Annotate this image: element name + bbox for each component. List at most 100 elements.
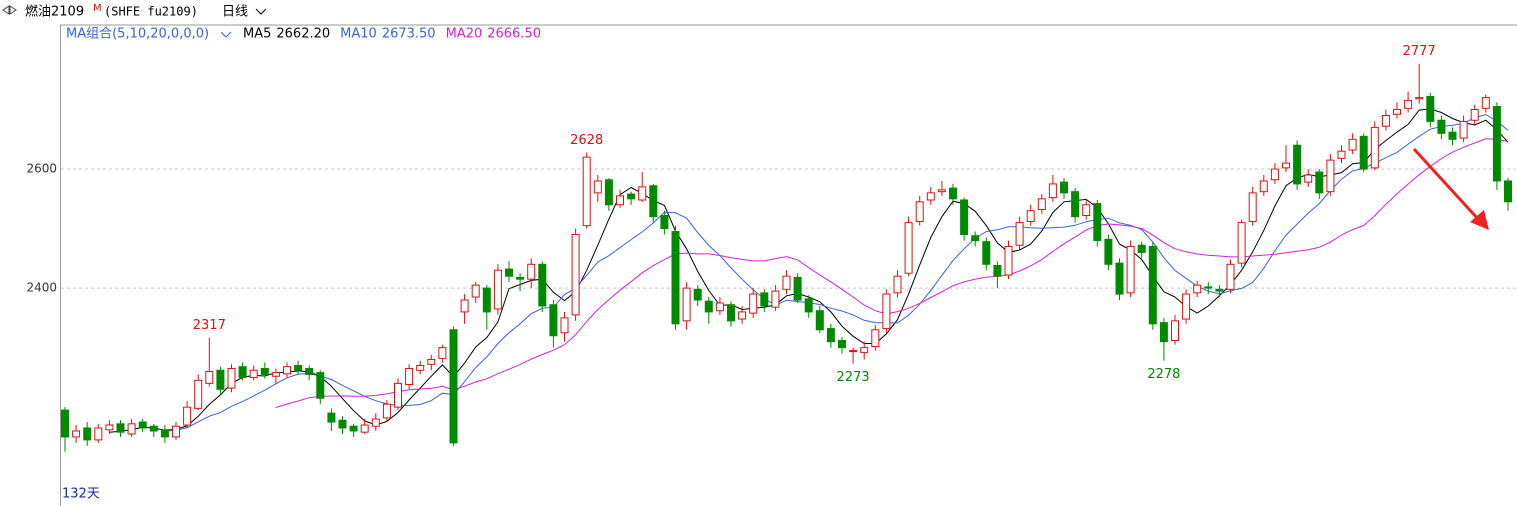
candle-body [1093, 203, 1102, 241]
candle-body [571, 234, 580, 316]
day-count: 132天 [62, 487, 100, 502]
candle-body [660, 214, 669, 230]
candle-body [1148, 245, 1157, 325]
candle-body [172, 425, 180, 438]
candle-body [116, 423, 125, 433]
candle-body [1026, 210, 1035, 222]
candle-body [338, 419, 347, 429]
candle-body [471, 284, 480, 298]
candle-body [194, 379, 203, 409]
candle-body [760, 292, 769, 307]
candle-body [815, 310, 824, 331]
candle-body [1204, 286, 1213, 289]
candle-body [771, 290, 780, 308]
candle-body [960, 199, 969, 236]
candle-body [1326, 159, 1335, 193]
candle-body [1015, 222, 1024, 246]
extreme-label: 2273 [837, 370, 870, 385]
candle-body [882, 293, 891, 330]
extreme-label: 2278 [1147, 367, 1180, 382]
candle-body [849, 350, 858, 353]
candle-body [804, 298, 813, 313]
period-chevron[interactable] [255, 8, 267, 15]
candle-body [305, 367, 314, 375]
candle-body [971, 235, 980, 241]
candle-body [1448, 131, 1457, 140]
y-tick-label: 2400 [26, 281, 57, 295]
candle-body [1348, 138, 1357, 151]
candle-body [1404, 100, 1413, 109]
candle-body [915, 201, 924, 222]
link-icon[interactable] [2, 5, 17, 15]
candle-body [1193, 284, 1202, 294]
candle-body [1492, 106, 1501, 182]
candle-body [738, 311, 747, 320]
legend-title[interactable]: MA组合(5,10,20,0,0,0) [66, 27, 209, 42]
candle-body [1082, 204, 1091, 216]
candle-body [1470, 109, 1479, 121]
candle-body [1226, 263, 1235, 290]
candle-body [1037, 198, 1046, 211]
toolbar: 燃油2109 M (SHFE fu2109) 日线 [2, 3, 267, 20]
candle-body [294, 364, 303, 371]
candle-body [138, 421, 147, 429]
candle-body [527, 263, 536, 280]
legend: MA组合(5,10,20,0,0,0) MA5 2662.20 MA10 2673.5… [66, 27, 541, 42]
candle-body [72, 430, 81, 438]
candle-body [438, 347, 447, 359]
candle-body [904, 222, 913, 274]
candle-body [382, 403, 391, 419]
candle-body [538, 263, 547, 307]
candle-body [1137, 244, 1146, 253]
candle-body [604, 179, 613, 206]
candle-body [682, 287, 691, 322]
candle-body [1060, 181, 1068, 194]
candle-body [1104, 238, 1113, 265]
candle-body [993, 264, 1002, 277]
candle-body [1337, 150, 1346, 159]
candle-body [127, 423, 136, 435]
candle-body [715, 302, 724, 312]
candle-body [1381, 114, 1390, 127]
y-tick-label: 2600 [26, 162, 57, 176]
candle-body [1359, 135, 1368, 170]
candle-body [838, 339, 846, 349]
candle-body [1237, 222, 1246, 264]
candle-body [327, 412, 336, 423]
candle-body [782, 275, 791, 290]
legend-name: MA20 [446, 27, 483, 42]
plot: 2400 2600 2317 2628 2273 2278 2777 [26, 44, 1517, 452]
candle-body [693, 288, 702, 301]
candle-body [105, 424, 114, 431]
candle-body [704, 300, 713, 313]
candle-body [283, 366, 291, 375]
candle-body [249, 369, 258, 378]
candle-body [427, 359, 436, 365]
candle-body [416, 364, 425, 371]
candle-body [826, 328, 835, 343]
candle-body [505, 268, 513, 277]
candle-body [238, 366, 247, 378]
instrument-code: (SHFE fu2109) [104, 5, 198, 19]
candle-body [1270, 168, 1279, 181]
candle-body [316, 372, 325, 399]
legend-name: MA10 [340, 27, 377, 42]
legend-chevron[interactable] [220, 31, 232, 38]
candle-body [560, 317, 569, 334]
arrow-annotation [1412, 147, 1489, 230]
candle-body [671, 231, 680, 325]
candle-body [982, 241, 991, 265]
period-selector[interactable]: 日线 [222, 5, 248, 20]
candle-body [1215, 288, 1224, 292]
candle-body [493, 269, 502, 310]
candle-body [638, 186, 647, 201]
extreme-label: 2317 [193, 318, 226, 333]
candle-body [216, 369, 225, 390]
candle-body [183, 406, 192, 426]
candle-body [360, 424, 369, 433]
candle-body [1481, 97, 1490, 109]
legend-value: 2673.50 [382, 27, 436, 42]
